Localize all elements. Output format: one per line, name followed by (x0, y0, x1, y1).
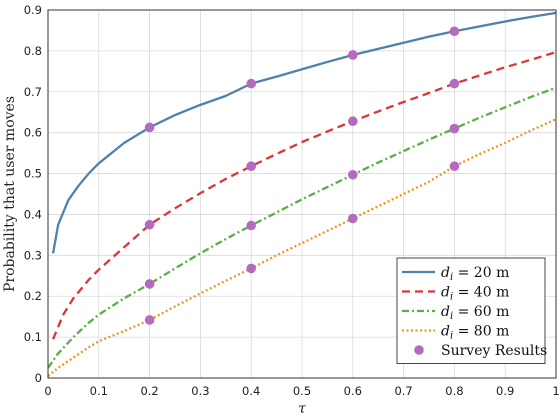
legend-label: di = 20 m (441, 265, 509, 283)
legend: di = 20 m di = 40 mdi = 60 m di = 80 mSurv… (396, 257, 547, 364)
legend-item: di = 80 m (402, 324, 509, 342)
survey-markers (144, 26, 460, 325)
survey-point (144, 315, 155, 325)
x-tick-label: 0 (44, 384, 51, 398)
y-tick-label: 0.1 (24, 330, 42, 344)
survey-point (449, 78, 460, 89)
y-tick-label: 0.9 (24, 3, 42, 17)
x-tick-label: 0.1 (90, 384, 108, 398)
x-axis-ticks: 0 0.1 0.2 0.3 0.4 0.5 0.6 0.7 0.8 0.9 1 (44, 384, 559, 398)
x-tick-label: 0.7 (394, 384, 412, 398)
survey-point (449, 123, 460, 134)
survey-point (348, 50, 358, 60)
x-tick-label: 0.5 (293, 384, 311, 398)
series-line-2 (52, 51, 557, 340)
survey-point (144, 279, 155, 289)
x-tick-label: 0.6 (344, 384, 362, 398)
legend-label: Survey Results (441, 343, 547, 359)
legend-marker (414, 345, 424, 355)
survey-point (246, 161, 256, 171)
x-tick-label: 0.2 (140, 384, 158, 398)
legend-item: Survey Results (414, 343, 547, 359)
legend-label: di = 80 m (441, 324, 509, 342)
y-tick-label: 0 (35, 371, 42, 385)
legend-item: di = 40 m (402, 285, 509, 303)
survey-point (449, 26, 460, 37)
survey-point (348, 116, 358, 127)
survey-point (246, 220, 256, 231)
x-tick-label: 0.9 (496, 384, 514, 398)
x-tick-label: 0.3 (191, 384, 209, 398)
y-tick-label: 0.7 (24, 85, 42, 99)
survey-point (144, 219, 155, 230)
survey-point (246, 78, 256, 89)
plot-frame (47, 9, 557, 379)
x-tick-label: 1 (552, 384, 559, 398)
legend-label: di = 40 m (441, 285, 509, 303)
survey-point (449, 161, 460, 171)
legend-item: di = 60 m (402, 304, 509, 322)
x-axis-label: τ (298, 401, 306, 417)
legend-label: di = 60 m (441, 304, 509, 322)
y-tick-label: 0.3 (24, 248, 42, 262)
y-tick-label: 0.4 (24, 207, 42, 221)
survey-point (144, 122, 155, 133)
y-tick-label: 0.6 (24, 126, 42, 140)
survey-point (246, 263, 256, 274)
legend-item: di = 20 m (402, 265, 509, 283)
series-line-3 (47, 86, 557, 369)
y-axis-ticks: 0 0.1 0.2 0.3 0.4 0.5 0.6 0.7 0.8 0.9 (24, 3, 42, 385)
x-tick-label: 0.8 (445, 384, 463, 398)
y-axis-label: Probability that user moves (2, 96, 18, 292)
x-tick-label: 0.4 (242, 384, 260, 398)
survey-point (348, 213, 358, 224)
survey-point (348, 169, 358, 180)
y-tick-label: 0.8 (24, 44, 42, 58)
y-tick-label: 0.2 (24, 289, 42, 303)
y-tick-label: 0.5 (24, 167, 42, 181)
